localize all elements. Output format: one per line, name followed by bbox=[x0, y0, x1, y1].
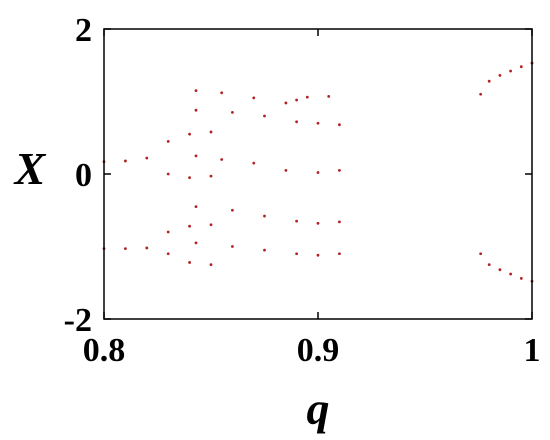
data-point bbox=[487, 263, 491, 267]
data-point bbox=[316, 121, 320, 125]
data-point bbox=[194, 205, 198, 209]
data-point bbox=[498, 268, 502, 272]
data-point bbox=[209, 263, 213, 267]
data-point bbox=[338, 252, 341, 256]
data-point bbox=[295, 252, 298, 256]
data-point bbox=[231, 245, 234, 248]
data-point bbox=[188, 176, 192, 180]
data-point bbox=[498, 74, 502, 77]
data-point bbox=[295, 98, 298, 102]
data-point bbox=[145, 246, 149, 250]
data-point bbox=[519, 277, 523, 280]
y-axis: -2 0 2 bbox=[64, 12, 532, 339]
data-point bbox=[188, 224, 192, 228]
data-point bbox=[209, 130, 213, 134]
data-point bbox=[166, 139, 170, 143]
data-point bbox=[194, 241, 198, 245]
x-tick-label: 0.9 bbox=[297, 332, 340, 369]
data-point bbox=[166, 172, 170, 176]
data-point bbox=[188, 132, 192, 136]
data-point bbox=[231, 110, 234, 114]
data-point bbox=[209, 174, 213, 178]
data-point bbox=[252, 96, 256, 100]
y-tick-label: -2 bbox=[64, 302, 92, 339]
data-point bbox=[479, 92, 483, 96]
data-point bbox=[519, 65, 523, 69]
x-tick-label: 0.8 bbox=[83, 332, 126, 369]
y-tick-label: 2 bbox=[75, 12, 92, 49]
data-point bbox=[124, 159, 127, 163]
data-point bbox=[263, 248, 266, 252]
data-point bbox=[220, 91, 224, 95]
data-point bbox=[252, 161, 256, 165]
data-point bbox=[263, 114, 266, 118]
data-point bbox=[295, 120, 298, 124]
data-point bbox=[479, 252, 483, 256]
x-axis-label: q bbox=[307, 383, 330, 434]
data-point bbox=[487, 79, 491, 83]
data-point bbox=[284, 101, 288, 105]
data-point bbox=[194, 154, 198, 158]
data-point bbox=[284, 168, 288, 172]
data-point bbox=[124, 247, 127, 251]
y-axis-label: X bbox=[13, 143, 47, 194]
data-point bbox=[305, 95, 309, 99]
data-point bbox=[166, 252, 170, 256]
data-point bbox=[220, 158, 224, 161]
x-axis: 0.8 0.9 1 bbox=[83, 29, 541, 369]
data-point bbox=[166, 230, 170, 234]
data-point bbox=[209, 223, 213, 227]
data-point bbox=[338, 220, 341, 224]
data-point bbox=[145, 156, 149, 160]
data-point bbox=[263, 214, 266, 218]
data-point bbox=[194, 89, 198, 93]
data-point bbox=[231, 208, 234, 212]
data-point bbox=[509, 69, 512, 73]
data-point bbox=[509, 272, 512, 276]
data-point bbox=[338, 168, 341, 172]
chart-points bbox=[102, 61, 534, 283]
data-point bbox=[327, 95, 331, 98]
data-point bbox=[316, 171, 320, 174]
data-point bbox=[295, 219, 298, 223]
data-point bbox=[338, 123, 341, 127]
y-tick-label: 0 bbox=[75, 157, 92, 194]
data-point bbox=[194, 108, 198, 112]
data-point bbox=[316, 253, 320, 257]
data-point bbox=[188, 261, 192, 264]
x-tick-label: 1 bbox=[524, 332, 541, 369]
data-point bbox=[316, 221, 320, 225]
